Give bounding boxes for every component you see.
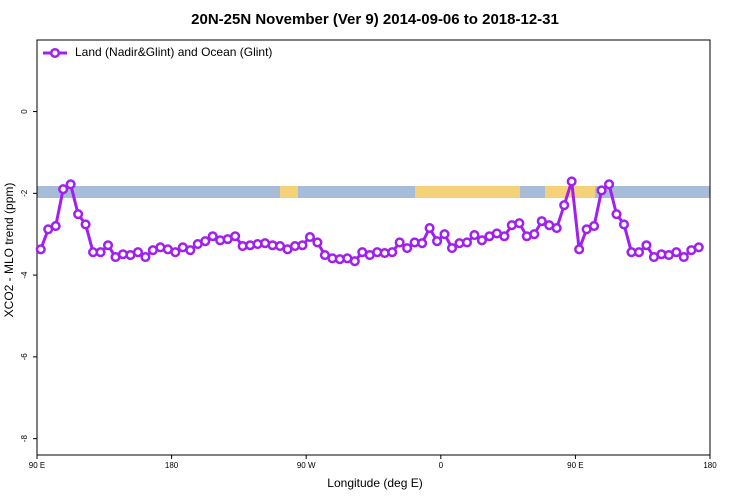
data-point — [604, 179, 615, 190]
data-point — [589, 220, 600, 232]
data-point — [611, 209, 622, 220]
data-point — [58, 184, 69, 195]
y-tick-label: -2 — [20, 189, 29, 197]
data-point — [50, 220, 61, 232]
data-point — [402, 243, 413, 254]
data-point — [618, 219, 630, 230]
y-tick-label: 0 — [20, 109, 29, 114]
data-point — [641, 240, 652, 251]
data-point — [678, 252, 689, 263]
data-point — [312, 237, 323, 248]
x-tick-label: 180 — [703, 461, 717, 470]
data-point — [432, 236, 443, 247]
data-point — [394, 237, 405, 248]
data-point — [671, 247, 682, 258]
data-point — [499, 231, 510, 242]
data-point — [304, 232, 315, 243]
chart-title: 20N-25N November (Ver 9) 2014-09-06 to 2… — [191, 11, 559, 28]
data-point — [529, 229, 540, 240]
y-axis-label: XCO2 - MLO trend (ppm) — [2, 183, 16, 318]
data-point — [693, 242, 704, 253]
x-axis-label: Longitude (deg E) — [327, 476, 422, 490]
data-point — [73, 209, 84, 220]
x-tick-label: 90 W — [297, 461, 316, 470]
y-tick-label: -8 — [20, 435, 29, 443]
data-point — [132, 247, 143, 258]
map-strip — [37, 186, 710, 198]
data-point — [461, 237, 473, 248]
x-tick-label: 180 — [165, 461, 179, 470]
data-point — [559, 200, 570, 211]
data-point — [140, 252, 151, 263]
data-point — [469, 229, 480, 241]
data-point — [387, 247, 398, 258]
data-point — [185, 245, 196, 256]
data-point — [446, 243, 458, 254]
data-point — [574, 244, 585, 255]
data-point — [102, 240, 114, 251]
y-tick-label: -4 — [20, 271, 29, 279]
data-point — [417, 238, 428, 249]
data-point — [596, 185, 607, 196]
x-tick-label: 90 E — [29, 461, 45, 470]
data-point — [633, 247, 645, 258]
y-tick-label: -6 — [20, 353, 29, 361]
data-point — [95, 247, 106, 258]
data-point — [439, 229, 450, 240]
data-point — [297, 240, 308, 251]
x-tick-label: 90 E — [567, 461, 583, 470]
x-tick-label: 0 — [439, 461, 444, 470]
data-point — [200, 236, 211, 247]
data-point — [349, 256, 360, 267]
data-point — [207, 231, 218, 242]
data-point — [35, 244, 46, 255]
data-point — [551, 223, 562, 234]
data-point — [230, 231, 241, 242]
data-point — [536, 216, 547, 227]
data-point — [476, 235, 487, 246]
data-point — [566, 176, 577, 187]
legend-label: Land (Nadir&Glint) and Ocean (Glint) — [75, 45, 272, 59]
data-point — [170, 247, 181, 258]
data-point — [65, 179, 76, 190]
data-point — [424, 223, 435, 234]
data-point — [80, 219, 91, 230]
legend-marker — [49, 47, 61, 59]
data-point — [514, 218, 525, 229]
